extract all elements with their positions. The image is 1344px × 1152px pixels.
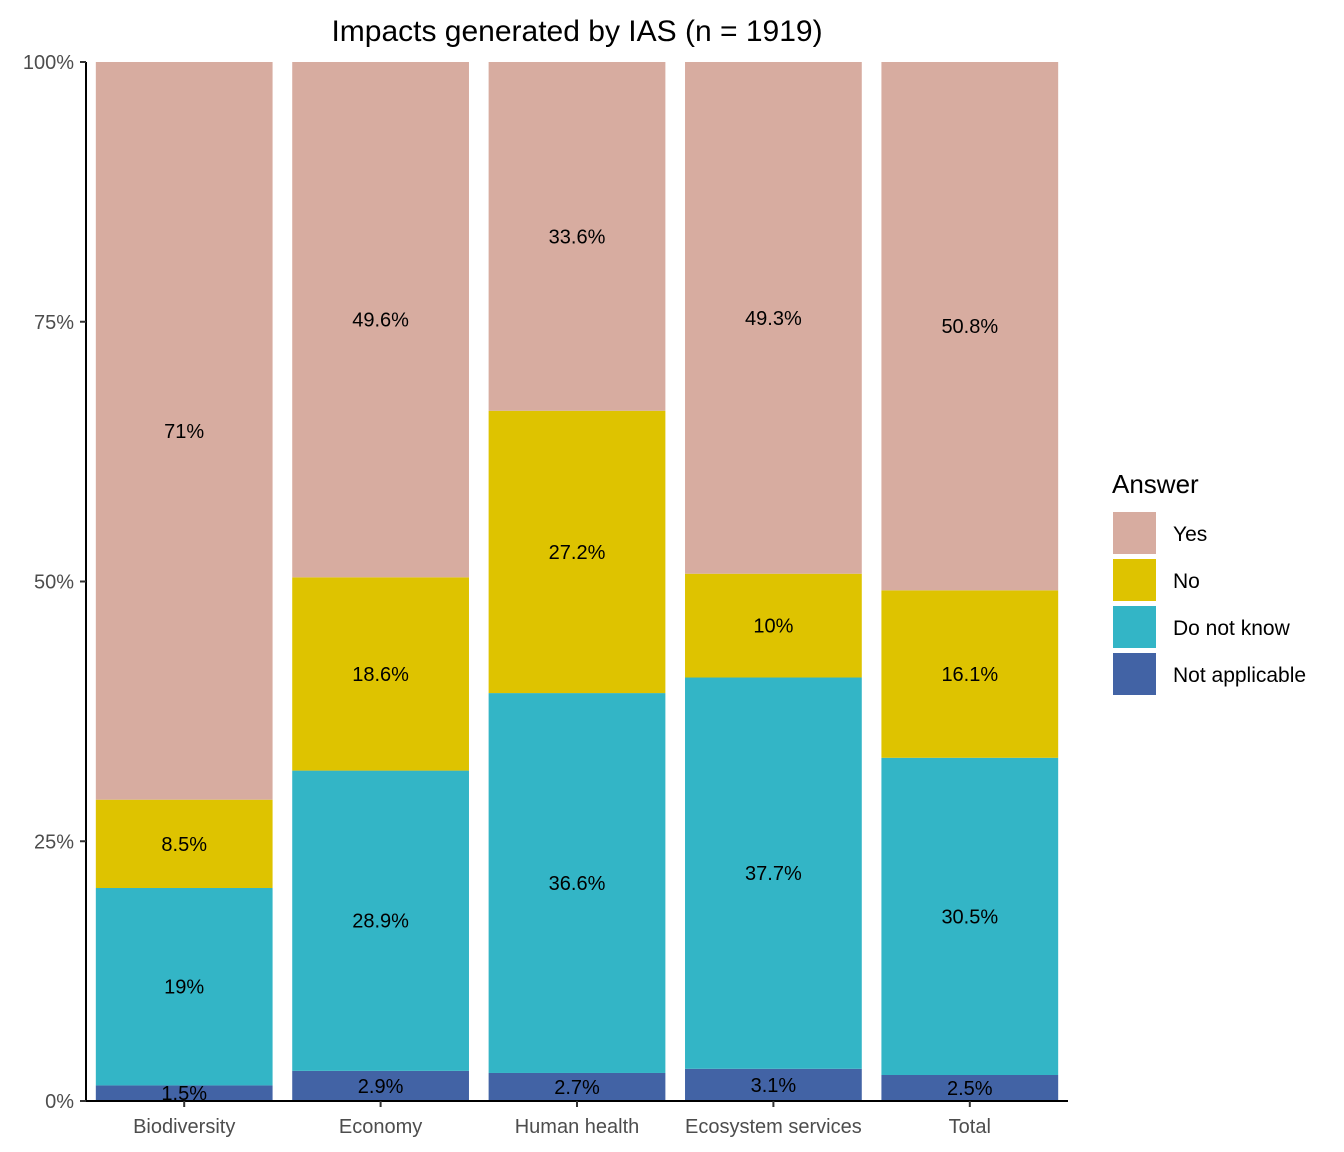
bar-economy-no [292,577,469,771]
y-tick-label: 100% [23,52,74,74]
bar-biodiversity-not-applicable [95,1085,273,1101]
data-label-biodiversity-yes: 71% [164,421,204,443]
bar-total-yes [881,62,1059,591]
legend-key-do-not-know [1113,606,1156,648]
legend-label-no: No [1173,570,1200,593]
data-label-economy-no: 18.6% [352,664,409,686]
data-label-biodiversity-do-not-know: 19% [164,977,204,999]
data-label-ecosystem-services-no: 10% [753,616,793,638]
x-tick-label-economy: Economy [339,1116,422,1138]
legend-key-yes [1113,512,1156,554]
data-label-human-health-not-applicable: 2.7% [554,1077,600,1099]
x-tick-label-biodiversity: Biodiversity [133,1116,235,1138]
legend-label-do-not-know: Do not know [1173,617,1291,640]
bar-economy-do-not-know [292,770,469,1071]
bar-human-health-not-applicable [488,1072,666,1101]
data-label-total-not-applicable: 2.5% [947,1078,993,1100]
data-label-economy-yes: 49.6% [352,310,409,332]
x-tick-label-human-health: Human health [515,1116,640,1138]
data-label-ecosystem-services-not-applicable: 3.1% [751,1075,797,1097]
data-label-biodiversity-no: 8.5% [161,834,207,856]
legend-key-no [1113,559,1156,601]
data-label-ecosystem-services-yes: 49.3% [745,308,802,330]
legend-title: Answer [1112,469,1199,499]
chart-title: Impacts generated by IAS (n = 1919) [331,15,822,48]
axes: 0% 25% 50% 75% 100% Biodiversity Economy Human … [23,52,1068,1138]
data-label-human-health-do-not-know: 36.6% [549,873,606,895]
data-label-economy-not-applicable: 2.9% [358,1076,404,1098]
bar-total-not-applicable [881,1074,1059,1101]
bar-ecosystem-services-not-applicable [685,1068,862,1101]
data-label-ecosystem-services-do-not-know: 37.7% [745,863,802,885]
bar-economy-yes [292,62,469,578]
bar-biodiversity-no [95,799,273,889]
y-tick-label: 50% [34,572,74,594]
x-tick-label-total: Total [949,1116,991,1138]
legend-label-yes: Yes [1173,523,1207,546]
bar-ecosystem-services-yes [685,62,862,574]
bar-total-do-not-know [881,757,1059,1075]
bar-human-health-do-not-know [488,693,666,1073]
bar-biodiversity-yes [95,62,273,800]
data-label-economy-do-not-know: 28.9% [352,911,409,933]
data-label-total-do-not-know: 30.5% [941,906,998,928]
legend-label-not-applicable: Not applicable [1173,664,1306,687]
bar-human-health-yes [488,62,666,411]
bar-ecosystem-services-no [685,573,862,678]
data-label-total-yes: 50.8% [941,316,998,338]
bar-human-health-no [488,410,666,694]
bar-biodiversity-do-not-know [95,888,273,1086]
y-tick-label: 25% [34,831,74,853]
legend: Answer Yes No Do not know Not applicable [1112,469,1306,695]
bar-economy-not-applicable [292,1070,469,1101]
y-tick-label: 75% [34,312,74,334]
x-tick-label-ecosystem-services: Ecosystem services [685,1116,862,1138]
bar-total-no [881,590,1059,758]
bar-ecosystem-services-do-not-know [685,677,862,1069]
plot-area: 1.5% 19% 8.5% 71% 2.9% 28.9% 18.6% 49.6% 2.7% 36.… [95,62,1059,1105]
data-label-human-health-no: 27.2% [549,542,606,564]
data-label-human-health-yes: 33.6% [549,226,606,248]
y-tick-label: 0% [45,1091,74,1113]
data-label-biodiversity-not-applicable: 1.5% [161,1083,207,1105]
data-label-total-no: 16.1% [941,664,998,686]
legend-key-not-applicable [1113,653,1156,695]
